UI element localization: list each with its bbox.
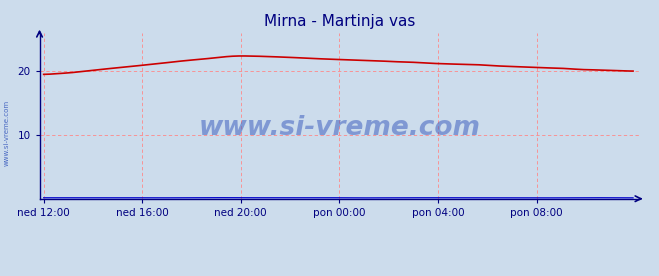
Title: Mirna - Martinja vas: Mirna - Martinja vas: [264, 14, 415, 29]
Text: www.si-vreme.com: www.si-vreme.com: [3, 99, 9, 166]
Text: www.si-vreme.com: www.si-vreme.com: [198, 115, 480, 140]
Legend: temperatura [C], pretok [m3/s]: temperatura [C], pretok [m3/s]: [226, 273, 453, 276]
